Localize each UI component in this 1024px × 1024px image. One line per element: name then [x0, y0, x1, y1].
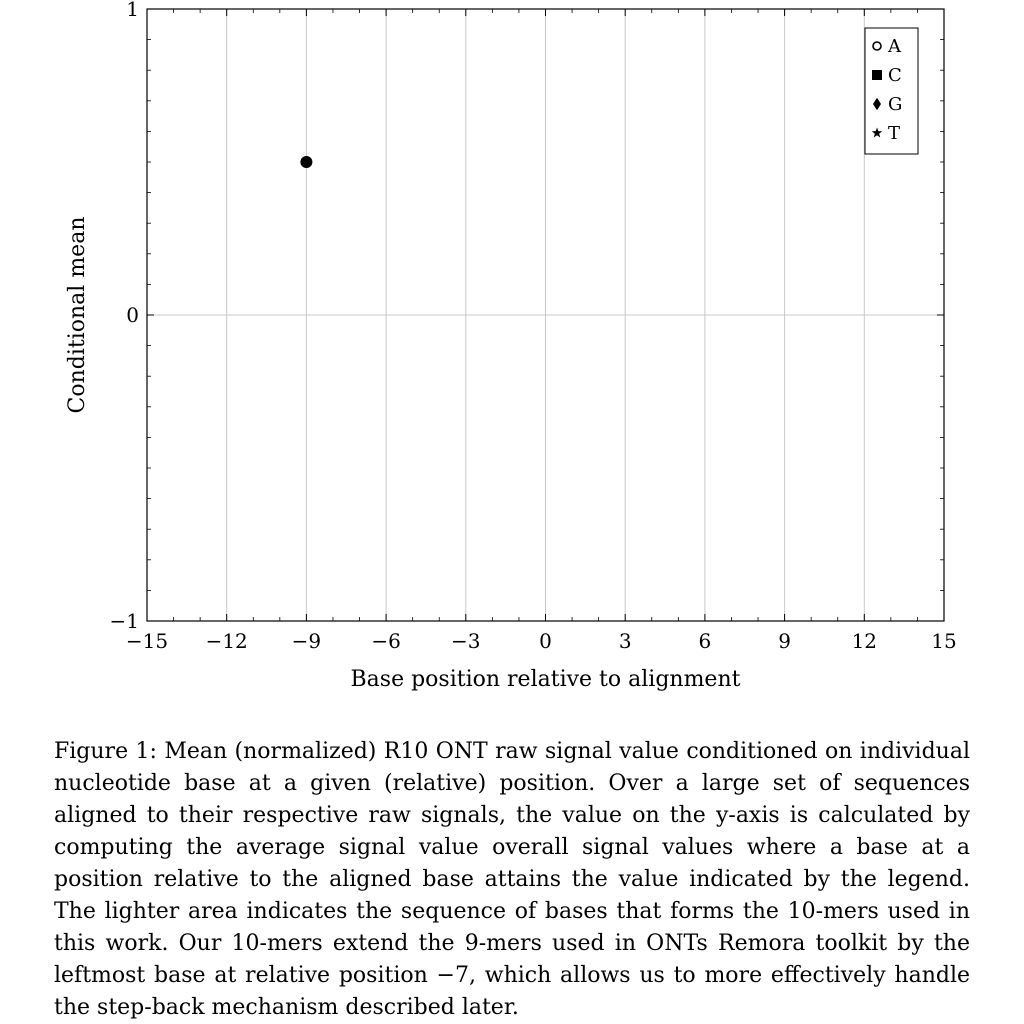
x-tick-label: −6	[371, 629, 400, 653]
legend-marker	[872, 70, 882, 80]
x-tick-label: −9	[292, 629, 321, 653]
y-tick-label: 0	[126, 303, 139, 327]
y-axis-ticks: −1 0 1	[110, 0, 944, 633]
figure-caption: Figure 1: Mean (normalized) R10 ONT raw …	[54, 739, 970, 1020]
x-tick-label: −3	[451, 629, 480, 653]
y-tick-label: 1	[126, 0, 139, 21]
data-points	[300, 156, 313, 168]
legend-label: A	[887, 36, 902, 57]
x-tick-label: −15	[126, 629, 168, 653]
legend-label: T	[888, 123, 900, 144]
x-tick-label: 9	[778, 629, 791, 653]
x-axis-ticks: −15 −12 −9 −6 −3 0 3 6 9 12 15	[126, 9, 957, 653]
x-axis-label: Base position relative to alignment	[351, 667, 741, 692]
data-point	[300, 156, 313, 168]
minor-ticks	[147, 9, 944, 621]
y-axis-label: Conditional mean	[65, 217, 90, 414]
grid	[146, 8, 945, 622]
scatter-chart: −15 −12 −9 −6 −3 0 3 6 9 12 15 −1 0 1 Base position …	[65, 0, 957, 692]
x-tick-label: 15	[931, 629, 956, 653]
x-tick-label: 6	[699, 629, 712, 653]
legend-marker	[873, 97, 881, 111]
legend-marker	[871, 127, 883, 138]
legend-label: G	[888, 94, 902, 115]
legend-label: C	[888, 65, 902, 86]
x-tick-label: 12	[852, 629, 877, 653]
x-tick-label: 0	[539, 629, 552, 653]
legend-marker	[872, 41, 882, 51]
y-tick-label: −1	[110, 609, 139, 633]
x-tick-label: 3	[619, 629, 632, 653]
x-tick-label: −12	[206, 629, 248, 653]
